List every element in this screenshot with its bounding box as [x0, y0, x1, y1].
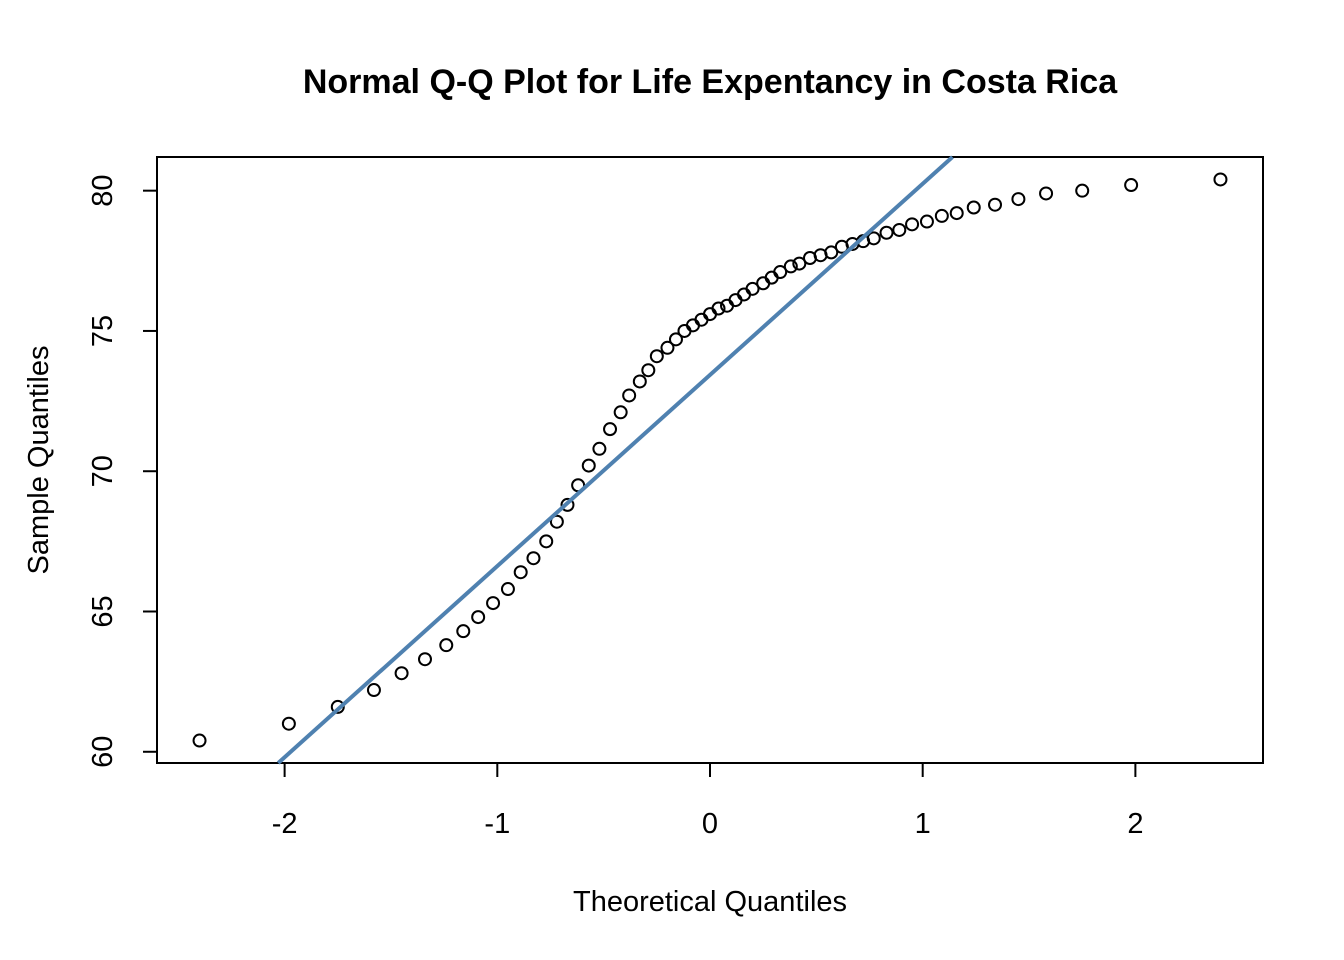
qq-point — [905, 217, 920, 232]
qq-point — [366, 683, 381, 698]
qq-point — [773, 265, 788, 280]
qq-point — [649, 349, 664, 364]
qq-point — [711, 301, 726, 316]
qq-point — [417, 652, 432, 667]
qq-point — [988, 197, 1003, 212]
x-tick-label: 1 — [915, 808, 931, 840]
qq-point — [560, 497, 575, 512]
qq-point — [728, 293, 743, 308]
qq-point — [737, 287, 752, 302]
qq-reference-line — [276, 155, 954, 765]
qq-point — [513, 565, 528, 580]
qq-point — [694, 312, 709, 327]
qq-point — [949, 206, 964, 221]
qq-point — [456, 624, 471, 639]
qq-point — [632, 374, 647, 389]
qq-point — [1011, 192, 1026, 207]
x-axis-label: Theoretical Quantiles — [573, 886, 847, 918]
qq-point — [603, 422, 618, 437]
qq-point — [500, 582, 515, 597]
qq-point — [281, 716, 296, 731]
chart-title: Normal Q-Q Plot for Life Expentancy in C… — [303, 63, 1118, 101]
qq-point — [471, 610, 486, 625]
qq-point — [486, 596, 501, 611]
qq-point — [879, 225, 894, 240]
y-tick-label: 80 — [87, 175, 119, 207]
qq-point — [677, 323, 692, 338]
qq-point — [919, 214, 934, 229]
qq-point — [745, 281, 760, 296]
qq-point — [824, 245, 839, 260]
qq-point — [660, 340, 675, 355]
y-tick-label: 70 — [87, 455, 119, 487]
qq-point — [439, 638, 454, 653]
qq-point — [613, 405, 628, 420]
qq-point — [394, 666, 409, 681]
qq-point — [330, 699, 345, 714]
qq-point — [641, 363, 656, 378]
x-tick-label: -1 — [484, 808, 510, 840]
qq-point — [1213, 172, 1228, 187]
qq-point — [1124, 178, 1139, 193]
qq-point — [622, 388, 637, 403]
qq-point — [792, 256, 807, 271]
x-tick-label: 0 — [702, 808, 718, 840]
y-axis-label: Sample Quantiles — [23, 346, 55, 575]
qq-point — [592, 441, 607, 456]
x-tick-label: -2 — [272, 808, 298, 840]
qq-point — [934, 208, 949, 223]
qq-point — [892, 222, 907, 237]
qq-point — [668, 332, 683, 347]
qq-point — [866, 231, 881, 246]
y-tick-label: 60 — [87, 736, 119, 768]
qq-point — [966, 200, 981, 215]
qq-point — [539, 534, 554, 549]
qq-point — [1075, 183, 1090, 198]
x-axis: -2 -1 0 1 2 — [272, 763, 1143, 840]
plot-frame — [156, 156, 1264, 764]
y-tick-label: 75 — [87, 315, 119, 347]
qq-point — [549, 514, 564, 529]
x-tick-label: 2 — [1127, 808, 1143, 840]
qq-point — [192, 733, 207, 748]
qq-point — [783, 259, 798, 274]
y-axis: 60 65 70 75 80 — [87, 175, 157, 768]
qq-point — [764, 270, 779, 285]
y-tick-label: 65 — [87, 595, 119, 627]
plot-area — [192, 155, 1228, 765]
qq-point — [685, 318, 700, 333]
qq-point — [756, 276, 771, 291]
qq-point — [1039, 186, 1054, 201]
qq-point — [581, 458, 596, 473]
qq-point — [703, 307, 717, 322]
qq-point — [526, 551, 541, 566]
